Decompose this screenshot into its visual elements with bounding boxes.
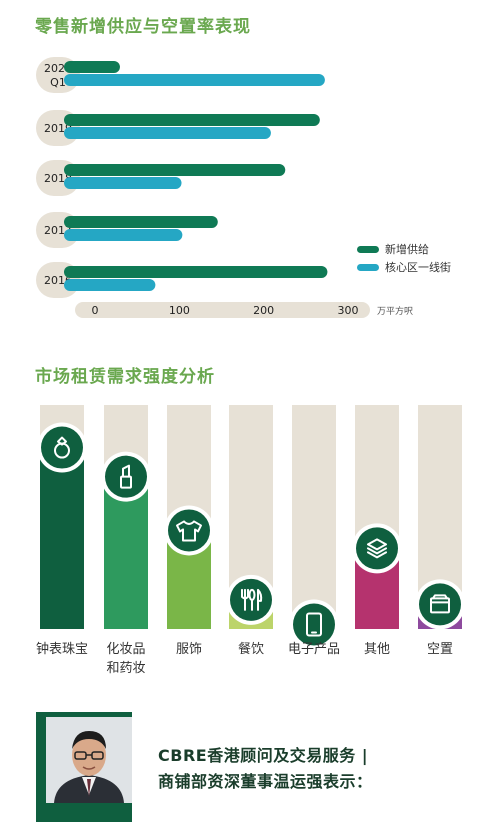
supply-bar (64, 266, 328, 278)
icon-badge (293, 603, 335, 646)
box-icon (430, 594, 450, 614)
x-axis-unit: 万平方呎 (377, 305, 413, 317)
demand-column: 空置 (415, 405, 465, 657)
demand-chart-title: 市场租赁需求强度分析 (35, 367, 215, 387)
x-tick-label: 300 (338, 304, 359, 317)
x-tick-label: 100 (169, 304, 190, 317)
category-label: 餐饮 (238, 641, 264, 657)
tshirt-icon (176, 520, 202, 542)
category-label: 化妆品 (106, 642, 145, 657)
supply-chart-title: 零售新增供应与空置率表现 (35, 17, 251, 37)
x-axis-pill (75, 302, 370, 318)
supply-bar (64, 216, 218, 228)
category-row: 2018 (36, 160, 286, 196)
demand-column: 其他 (352, 405, 402, 657)
demand-column: 服饰 (164, 405, 214, 657)
person-photo (46, 717, 132, 803)
legend-entry: 新增供给 (357, 242, 429, 256)
cutlery-icon (241, 588, 263, 611)
core-street-bar (64, 74, 325, 86)
column-background (292, 405, 336, 629)
core-street-bar (64, 177, 182, 189)
category-label: 其他 (364, 642, 390, 657)
icon-badge (419, 583, 461, 626)
supply-bar (64, 61, 120, 73)
icon-badge (41, 426, 83, 469)
category-row: 2019 (36, 110, 320, 146)
category-label-line2: 和药妆 (106, 661, 145, 676)
legend-label: 核心区一线街 (385, 260, 451, 274)
lipstick-icon (120, 464, 132, 489)
supply-bar (64, 164, 286, 176)
category-label: 电子产品 (288, 642, 340, 657)
core-street-bar (64, 279, 156, 291)
category-label: 钟表珠宝 (36, 641, 88, 657)
category-label: 服饰 (176, 642, 202, 657)
ring-icon (54, 436, 70, 459)
x-tick-label: 200 (253, 304, 274, 317)
quote-line-2: 商铺部资深董事温运强表示： (158, 772, 373, 791)
demand-column: 电子产品 (288, 405, 340, 657)
category-label: 空置 (427, 642, 453, 657)
legend-swatch (357, 264, 379, 271)
core-street-bar (64, 229, 183, 241)
legend-label: 新增供给 (385, 242, 429, 256)
legend-entry: 核心区一线街 (357, 260, 451, 274)
category-label-line2: Q1 (50, 76, 66, 89)
quote-line-1: CBRE香港顾问及交易服务 | (158, 746, 369, 765)
demand-bar (104, 476, 148, 629)
demand-column: 钟表珠宝 (36, 405, 88, 657)
category-row: 2017 (36, 212, 218, 248)
icon-badge (168, 509, 210, 552)
legend-swatch (357, 246, 379, 253)
demand-column: 餐饮 (226, 405, 276, 657)
x-tick-label: 0 (92, 304, 99, 317)
supply-bar (64, 114, 320, 126)
core-street-bar (64, 127, 271, 139)
demand-bar (40, 447, 84, 629)
tablet-icon (306, 612, 322, 637)
layers-icon (367, 538, 387, 559)
category-row: 2016 (36, 262, 328, 298)
